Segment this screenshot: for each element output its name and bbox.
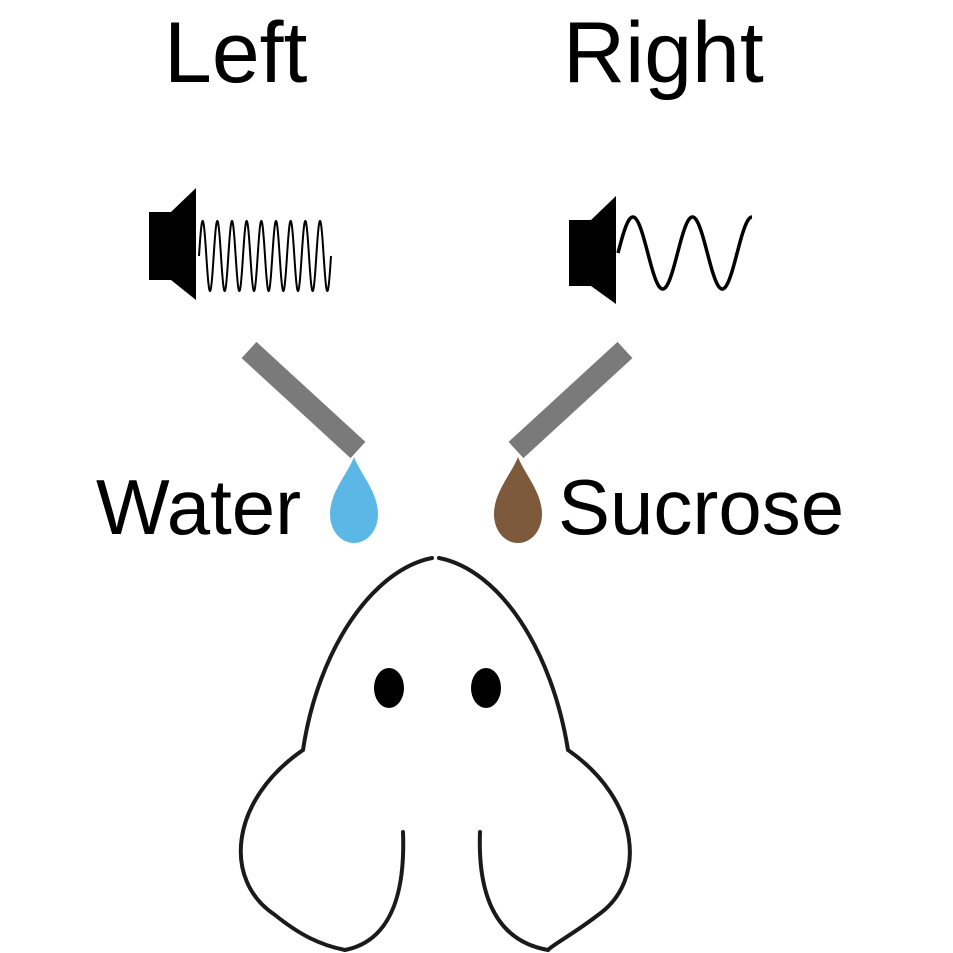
left-high-frequency-waveform xyxy=(198,219,332,293)
right-side-label: Right xyxy=(563,5,764,101)
left-speaker-icon xyxy=(149,188,196,300)
mouse-head-icon xyxy=(238,556,632,953)
sucrose-drop-icon xyxy=(494,457,542,543)
mouse-head-outline-left xyxy=(238,556,434,953)
sucrose-label: Sucrose xyxy=(558,463,845,551)
water-drop-icon xyxy=(330,457,378,543)
right-eye xyxy=(471,668,501,708)
left-side-label: Left xyxy=(164,5,308,101)
mouse-head-outline-right xyxy=(437,556,632,953)
left-spout xyxy=(241,341,366,459)
left-eye xyxy=(374,668,404,708)
right-speaker-icon xyxy=(569,196,616,304)
right-low-frequency-waveform xyxy=(616,215,753,291)
right-spout xyxy=(508,341,633,459)
water-label: Water xyxy=(96,463,302,551)
